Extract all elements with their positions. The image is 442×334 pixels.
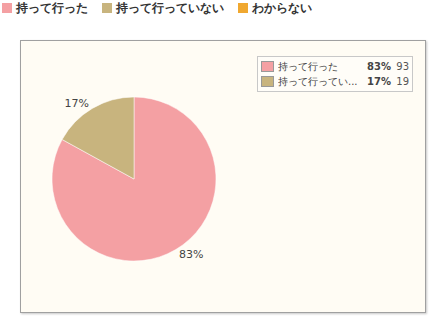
html-text:19: 19 — [396, 76, 409, 87]
svg-text:17%: 17% — [65, 97, 89, 110]
html-text:持って行ってい...: 持って行ってい... — [278, 75, 358, 87]
html-text:持って行った: 持って行った — [278, 60, 338, 72]
html-text:17%: 17% — [367, 76, 391, 87]
svg-text:83%: 83% — [179, 248, 203, 261]
html-text:持って行った: 持って行った — [16, 1, 88, 15]
html-text:93: 93 — [396, 61, 409, 72]
html-text:持って行っていない: 持って行っていない — [116, 1, 224, 15]
html-text:83%: 83% — [367, 61, 391, 72]
html-text:わからない: わからない — [252, 1, 312, 15]
